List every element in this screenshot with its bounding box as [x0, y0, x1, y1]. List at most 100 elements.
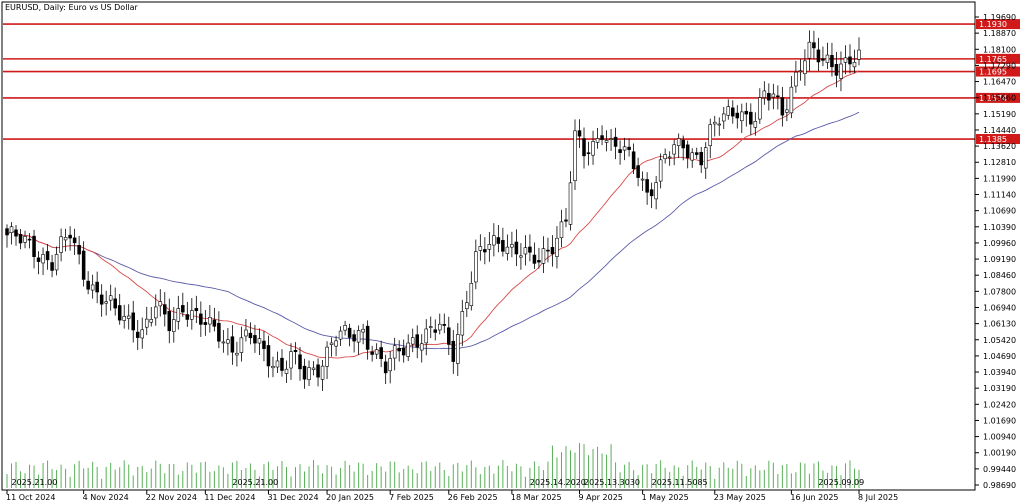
candle-body	[275, 360, 280, 368]
candle-body	[564, 219, 568, 222]
y-tick-label: 0.99440	[983, 465, 1016, 474]
candle-body	[280, 357, 284, 371]
candle-body	[798, 70, 803, 72]
candle-body	[807, 41, 812, 59]
level-price-tag	[976, 66, 1020, 77]
candle-body	[424, 328, 429, 344]
slow-moving-average	[6, 111, 860, 350]
x-tick-label: 23 May 2025	[714, 493, 766, 502]
candle-body	[135, 331, 140, 338]
candle-body	[465, 302, 469, 310]
candle-body	[505, 246, 510, 254]
candle-body	[753, 121, 758, 128]
candle-body	[568, 182, 573, 225]
candle-body	[104, 301, 108, 304]
level-price-tag	[976, 53, 1020, 64]
candle-body	[451, 340, 456, 362]
candle-body	[839, 63, 843, 79]
candle-body	[406, 342, 410, 357]
candle-body	[447, 327, 451, 345]
candle-body	[528, 246, 532, 253]
candle-body	[550, 247, 555, 255]
candle-body	[483, 249, 487, 253]
candle-body	[271, 366, 275, 369]
candle-body	[316, 364, 320, 378]
y-tick-label: 1.08460	[983, 271, 1016, 280]
candle-body	[474, 251, 478, 283]
candle-body	[262, 340, 266, 349]
candle-body	[248, 332, 253, 339]
volume-label: 2025.21.00	[12, 478, 58, 487]
candle-body	[519, 255, 523, 258]
volume-label: 2025.09.09	[818, 478, 864, 487]
candle-body	[221, 341, 226, 344]
candle-body	[658, 159, 663, 182]
candle-body	[758, 97, 762, 120]
y-tick-label: 1.11990	[983, 174, 1016, 183]
slow-ma-line	[6, 111, 860, 350]
candle-body	[433, 329, 438, 333]
candle-body	[392, 345, 397, 359]
candle-body	[667, 156, 672, 159]
y-tick-label: 1.17290	[983, 61, 1016, 70]
candle-body	[825, 54, 830, 63]
candle-body	[320, 365, 325, 380]
candle-body	[496, 237, 501, 244]
candle-body	[636, 165, 640, 178]
candle-body	[131, 312, 135, 331]
candle-body	[514, 241, 519, 255]
x-tick-label: 1 May 2025	[642, 493, 689, 502]
candle-body	[59, 236, 63, 253]
candle-body	[609, 138, 613, 141]
candle-body	[185, 314, 190, 320]
candle-body	[780, 97, 785, 116]
volume-bars: 2025.21.00 2025.21.00 2025.14.20202025.13.…	[6, 442, 864, 488]
volume-label: 2025.21.00	[232, 478, 278, 487]
candle-body	[356, 330, 361, 343]
candle-body	[415, 334, 419, 348]
candle-body	[703, 147, 708, 169]
x-tick-label: 11 Oct 2024	[6, 493, 55, 502]
x-axis: 11 Oct 2024 4 Nov 2024 22 Nov 2024 11 Dec 2…	[6, 490, 898, 502]
candle-body	[181, 305, 185, 313]
candle-body	[190, 310, 194, 320]
candle-body	[63, 237, 68, 241]
candle-body	[785, 109, 789, 113]
level-price-label: 1.1765	[979, 55, 1007, 64]
candle-body	[298, 354, 302, 370]
candle-body	[834, 64, 839, 76]
candle-body	[640, 178, 645, 181]
y-tick-label: 1.11140	[983, 191, 1016, 200]
candle-body	[712, 121, 717, 125]
x-tick-label: 18 Mar 2025	[511, 493, 562, 502]
candle-body	[365, 325, 370, 350]
candle-body	[604, 140, 609, 143]
candle-body	[153, 306, 158, 319]
candle-body	[577, 130, 582, 137]
y-tick-label: 1.18870	[983, 29, 1016, 38]
candle-body	[848, 56, 852, 65]
y-tick-label: 1.06130	[983, 320, 1016, 329]
candle-body	[144, 318, 149, 328]
candle-body	[812, 42, 816, 49]
y-tick-label: 1.09190	[983, 255, 1016, 264]
candle-body	[370, 351, 374, 355]
candle-body	[140, 329, 145, 339]
candle-body	[419, 343, 424, 351]
x-tick-label: 4 Nov 2024	[83, 493, 129, 502]
y-tick-label: 1.19690	[983, 13, 1016, 22]
candle-body	[199, 313, 203, 325]
candle-body	[68, 234, 72, 239]
y-axis: 1.19690 1.18870 1.18100 1.17290 1.16470 1.156…	[974, 2, 1016, 490]
y-tick-label: 1.06940	[983, 303, 1016, 312]
candle-body	[816, 49, 821, 63]
candle-body	[9, 226, 14, 233]
candle-body	[410, 337, 415, 345]
candle-body	[230, 336, 235, 353]
volume-label: 2025.13.3030	[584, 478, 640, 487]
candle-body	[676, 138, 681, 146]
level-price-label: 1.1385	[979, 135, 1007, 144]
candle-body	[690, 152, 694, 161]
horizontal-levels: 1.1930 1.1765 1.1695 1.1574 1.1385	[3, 19, 1020, 145]
